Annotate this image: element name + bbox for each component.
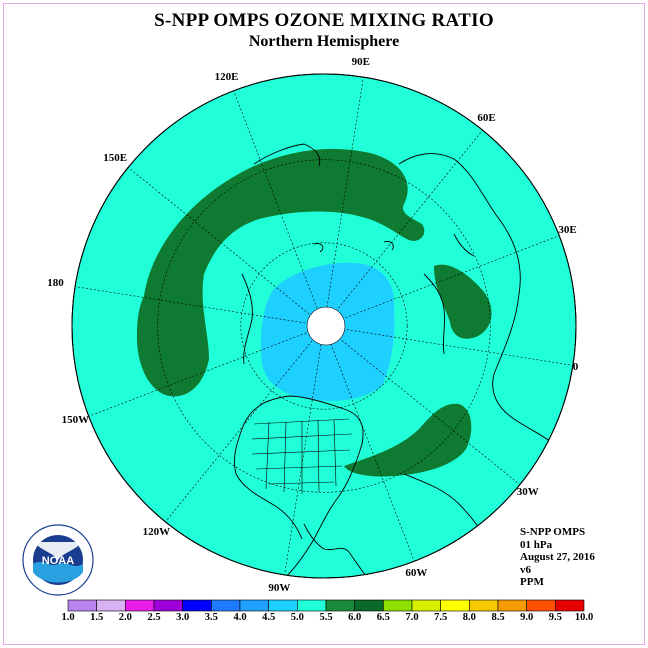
map-title: S-NPP OMPS OZONE MIXING RATIO: [154, 10, 494, 31]
meridian-line: [284, 344, 322, 575]
color-scale-tick: 6.0: [348, 612, 362, 623]
color-scale-swatch: [297, 599, 327, 612]
meridian-line: [127, 167, 310, 315]
latitude-circle: [157, 159, 491, 493]
color-scale-tick: 9.5: [548, 612, 562, 623]
color-scale-swatch: [555, 599, 585, 612]
color-scale-swatch: [411, 599, 441, 612]
meridian-line: [335, 129, 483, 312]
high-ozone-band-arc: [136, 148, 425, 397]
ozone-map-figure: S-NPP OMPS OZONE MIXING RATIO Northern H…: [3, 3, 645, 645]
meridian-line: [330, 343, 415, 562]
color-scale-tick: 7.5: [434, 612, 448, 623]
longitude-label: 60E: [477, 112, 496, 125]
longitude-label: 90E: [351, 56, 370, 69]
longitude-label: 180: [47, 277, 64, 290]
color-scale-tick: 8.0: [462, 612, 476, 623]
color-scale-tick: 2.5: [147, 612, 161, 623]
color-scale-swatch: [239, 599, 269, 612]
color-scale-bar: [67, 599, 585, 612]
color-scale-swatch: [67, 599, 97, 612]
color-scale-swatch: [325, 599, 355, 612]
color-scale-tick: 3.0: [176, 612, 190, 623]
color-scale-tick: 8.5: [491, 612, 505, 623]
info-version: v6: [520, 563, 531, 576]
us-state-borders: [251, 418, 353, 494]
info-date: August 27, 2016: [520, 551, 595, 563]
high-ozone-band-atlantic: [344, 403, 472, 477]
info-instrument: S-NPP OMPS: [520, 526, 586, 538]
color-scale-swatch: [211, 599, 241, 612]
meridian-line: [88, 332, 307, 417]
color-scale-swatch: [153, 599, 183, 612]
color-scale-swatch: [354, 599, 384, 612]
longitude-label: 120W: [142, 525, 171, 538]
color-scale-swatch: [96, 599, 126, 612]
longitude-label: 150W: [61, 414, 90, 427]
color-scale-tick: 4.5: [262, 612, 276, 623]
color-scale-tick: 4.0: [233, 612, 247, 623]
color-scale-swatch: [383, 599, 413, 612]
latitude-circle: [240, 242, 408, 410]
color-scale-tick: 1.5: [90, 612, 104, 623]
color-scale-swatch: [125, 599, 155, 612]
color-scale-swatch: [497, 599, 527, 612]
color-scale-tick: 5.5: [319, 612, 333, 623]
color-scale-tick: 9.0: [520, 612, 534, 623]
longitude-label: 120E: [214, 70, 239, 83]
color-scale-tick: 7.0: [405, 612, 419, 623]
longitude-label: 30E: [558, 223, 577, 236]
map-subtitle: Northern Hemisphere: [248, 33, 400, 50]
meridian-line: [233, 90, 318, 309]
color-scale-tick: 3.5: [204, 612, 218, 623]
info-level: 01 hPa: [520, 538, 553, 551]
logo-text: NOAA: [42, 555, 74, 567]
meridian-line: [165, 340, 313, 523]
noaa-logo: NOAA: [22, 524, 94, 596]
info-units: PPM: [520, 576, 544, 588]
high-ozone-band-europe: [434, 264, 492, 339]
color-scale-tick: 10.0: [574, 612, 594, 623]
color-scale-tick: 5.0: [290, 612, 304, 623]
meridian-line: [338, 337, 521, 485]
color-scale-swatch: [268, 599, 298, 612]
coastlines: [233, 143, 555, 578]
color-scale-swatch: [440, 599, 470, 612]
polar-no-data: [306, 306, 346, 346]
longitude-label: 60W: [405, 567, 428, 580]
color-scale-tick: 2.0: [118, 612, 132, 623]
longitude-label: 90W: [268, 581, 291, 594]
longitude-label: 150E: [103, 151, 128, 164]
color-scale-swatch: [182, 599, 212, 612]
polar-map: [71, 73, 577, 579]
color-scale-swatch: [526, 599, 556, 612]
color-scale-swatch: [469, 599, 499, 612]
longitude-label: 0: [572, 360, 579, 373]
meridian-line: [342, 328, 573, 366]
meridian-line: [326, 77, 364, 308]
color-scale-tick: 1.0: [61, 612, 75, 623]
info-block: S-NPP OMPS 01 hPa August 27, 2016 v6 PPM: [520, 526, 595, 589]
graticule: [75, 77, 573, 575]
longitude-label: 30W: [516, 486, 539, 499]
meridian-line: [341, 235, 560, 320]
color-scale-tick: 6.5: [376, 612, 390, 623]
meridian-line: [75, 286, 306, 324]
